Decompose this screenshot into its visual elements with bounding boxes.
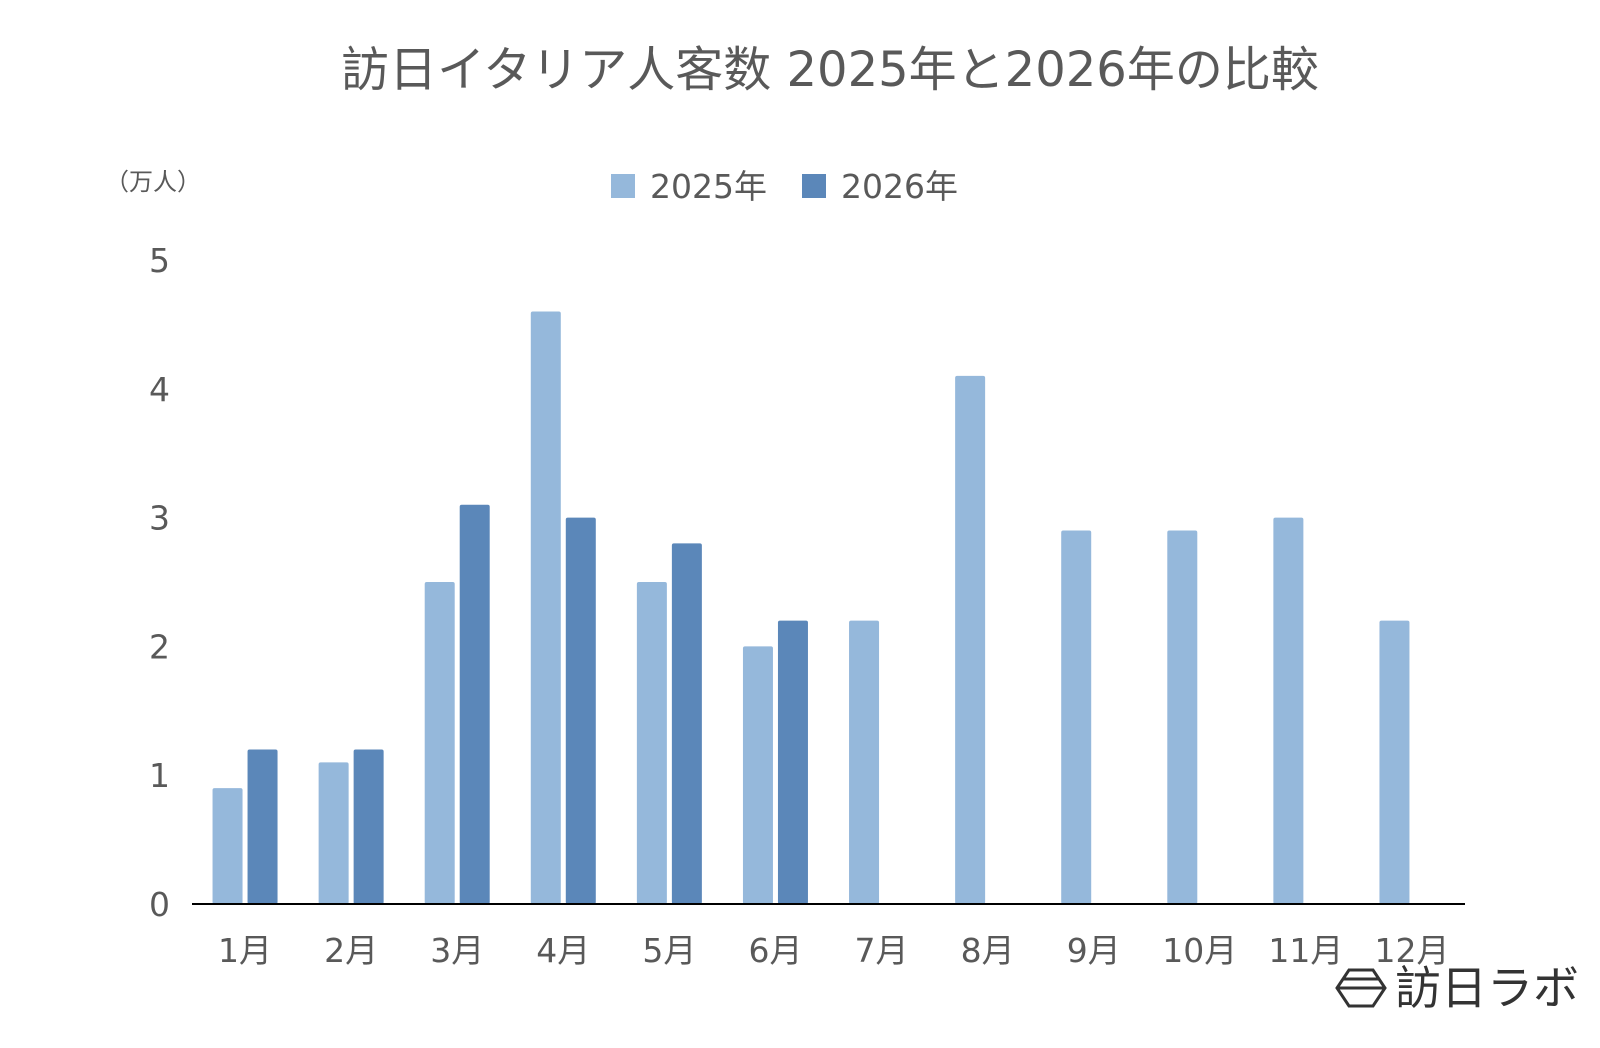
bar-2025年-12月 — [1379, 620, 1410, 904]
bar-2026年-1月 — [247, 749, 278, 904]
bar-2025年-5月 — [636, 582, 667, 904]
bar-2026年-3月 — [459, 504, 490, 904]
x-tick-label: 1月 — [218, 931, 272, 970]
y-tick-label: 1 — [149, 756, 170, 795]
x-tick-label: 5月 — [642, 931, 696, 970]
bar-2025年-6月 — [742, 646, 773, 904]
bar-2026年-4月 — [565, 517, 596, 904]
bar-2026年-6月 — [777, 620, 808, 904]
bar-2025年-1月 — [212, 788, 243, 904]
hexagon-logo-icon — [1335, 968, 1387, 1008]
bar-2026年-5月 — [671, 543, 702, 904]
y-tick-label: 2 — [149, 627, 170, 666]
x-axis-ticks: 1月 2月 3月 4月 5月 6月 7月 8月 9月 10月 11月 12月 — [218, 931, 1449, 970]
x-tick-label: 9月 — [1067, 931, 1121, 970]
logo-text: 訪日ラボ — [1395, 961, 1579, 1015]
legend-label-2025: 2025年 — [650, 167, 767, 206]
legend-swatch-2025 — [611, 174, 635, 198]
bar-2025年-9月 — [1061, 530, 1092, 904]
bar-2025年-7月 — [849, 620, 880, 904]
bar-2025年-11月 — [1273, 517, 1304, 904]
x-tick-label: 3月 — [430, 931, 484, 970]
y-tick-label: 5 — [149, 241, 170, 280]
bar-2025年-2月 — [318, 762, 349, 904]
legend-swatch-2026 — [802, 174, 826, 198]
y-axis-unit-label: （万人） — [105, 168, 201, 196]
y-tick-label: 4 — [149, 370, 170, 409]
bar-2025年-10月 — [1167, 530, 1198, 904]
logo: 訪日ラボ — [1335, 961, 1579, 1015]
bar-2025年-3月 — [424, 582, 455, 904]
chart-title: 訪日イタリア人客数 2025年と2026年の比較 — [341, 42, 1319, 98]
x-tick-label: 2月 — [324, 931, 378, 970]
x-tick-label: 8月 — [961, 931, 1015, 970]
x-tick-label: 4月 — [536, 931, 590, 970]
y-tick-label: 0 — [149, 885, 170, 924]
legend: 2025年 2026年 — [611, 167, 958, 206]
x-tick-label: 11月 — [1268, 931, 1343, 970]
bars — [212, 311, 1410, 904]
bar-2025年-8月 — [955, 375, 986, 904]
bar-2025年-4月 — [530, 311, 561, 904]
legend-label-2026: 2026年 — [841, 167, 958, 206]
x-tick-label: 6月 — [748, 931, 802, 970]
bar-2026年-2月 — [353, 749, 384, 904]
x-tick-label: 10月 — [1162, 931, 1237, 970]
x-tick-label: 12月 — [1374, 931, 1449, 970]
y-axis-ticks: 0 1 2 3 4 5 — [149, 241, 170, 924]
y-tick-label: 3 — [149, 499, 170, 538]
x-tick-label: 7月 — [855, 931, 909, 970]
